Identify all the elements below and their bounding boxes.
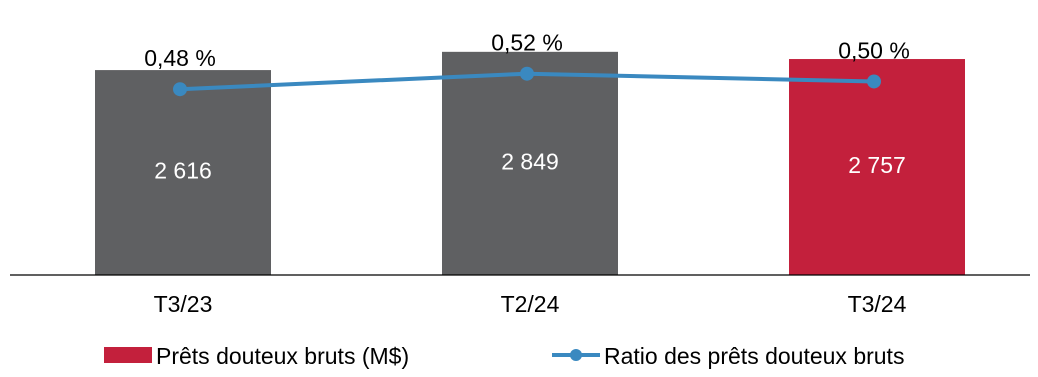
ratio-point-0	[173, 82, 187, 97]
legend-swatch-dot	[570, 349, 582, 361]
bar-value-labels: 2 616 2 849 2 757	[154, 148, 906, 183]
bar-value-label-0: 2 616	[154, 158, 212, 184]
bars-layer	[95, 51, 965, 275]
legend-swatch-bars	[104, 347, 152, 363]
ratio-line-layer	[173, 66, 881, 97]
x-tick-labels: T3/23 T2/24 T3/24	[154, 291, 907, 317]
ratio-point-2	[867, 74, 881, 89]
ratio-value-label-0: 0,48 %	[144, 45, 216, 71]
legend: Prêts douteux bruts (M$) Ratio des prêts…	[104, 343, 904, 369]
bar-2	[789, 59, 965, 275]
x-tick-label-2: T3/24	[848, 291, 907, 317]
bar-value-label-1: 2 849	[501, 148, 559, 174]
ratio-value-label-1: 0,52 %	[491, 30, 563, 56]
x-tick-label-1: T2/24	[501, 291, 560, 317]
ratio-point-1	[520, 66, 534, 81]
bar-1	[442, 51, 618, 275]
ratio-value-label-2: 0,50 %	[838, 37, 910, 63]
legend-label-bars: Prêts douteux bruts (M$)	[156, 343, 409, 369]
ratio-value-labels: 0,48 % 0,52 % 0,50 %	[144, 30, 910, 71]
legend-label-line: Ratio des prêts douteux bruts	[604, 343, 904, 369]
x-tick-label-0: T3/23	[154, 291, 213, 317]
bar-0	[95, 70, 271, 275]
bar-value-label-2: 2 757	[848, 152, 906, 178]
